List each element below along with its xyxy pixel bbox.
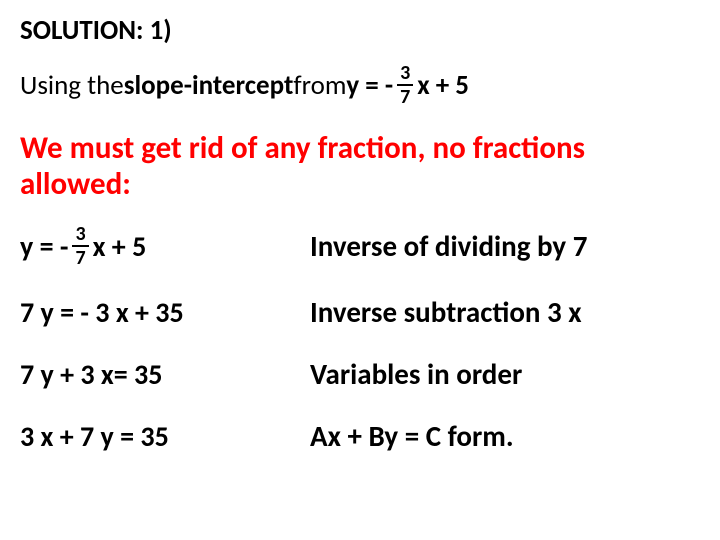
step-right: Inverse of dividing by 7 bbox=[310, 228, 700, 264]
step-left: y = - 3 7 x + 5 bbox=[20, 224, 310, 268]
solution-title: SOLUTION: 1) bbox=[20, 14, 700, 47]
intro-fraction: 3 7 bbox=[397, 63, 413, 107]
step-right: Ax + By = C form. bbox=[310, 418, 700, 454]
intro-emph: slope-intercept bbox=[124, 69, 294, 102]
step-row: 3 x + 7 y = 35 Ax + By = C form. bbox=[20, 418, 700, 454]
step-fraction: 3 7 bbox=[72, 224, 88, 268]
step-row: y = - 3 7 x + 5 Inverse of dividing by 7 bbox=[20, 224, 700, 268]
step-frac-den: 7 bbox=[75, 247, 85, 268]
step-row: 7 y = - 3 x + 35 Inverse subtraction 3 x bbox=[20, 294, 700, 330]
step-right: Inverse subtraction 3 x bbox=[310, 294, 700, 330]
intro-equation: y = - 3 7 x + 5 bbox=[346, 63, 469, 107]
step-eq-rhs: x + 5 bbox=[93, 229, 147, 264]
step-left: 3 x + 7 y = 35 bbox=[20, 419, 310, 454]
intro-eq-lhs: y = - bbox=[346, 69, 393, 102]
step-right: Variables in order bbox=[310, 356, 700, 392]
intro-frac-num: 3 bbox=[397, 63, 413, 86]
step-frac-num: 3 bbox=[72, 224, 88, 247]
step-left: 7 y + 3 x= 35 bbox=[20, 357, 310, 392]
intro-prefix: Using the bbox=[20, 69, 124, 102]
intro-line: Using the slope-intercept from y = - 3 7… bbox=[20, 63, 700, 107]
step-left: 7 y = - 3 x + 35 bbox=[20, 295, 310, 330]
intro-eq-rhs: x + 5 bbox=[417, 69, 469, 102]
intro-mid: from bbox=[293, 69, 346, 102]
intro-frac-den: 7 bbox=[400, 86, 410, 107]
step-eq-lhs: y = - bbox=[20, 229, 68, 264]
step-row: 7 y + 3 x= 35 Variables in order bbox=[20, 356, 700, 392]
subtitle: We must get rid of any fraction, no frac… bbox=[20, 131, 700, 202]
